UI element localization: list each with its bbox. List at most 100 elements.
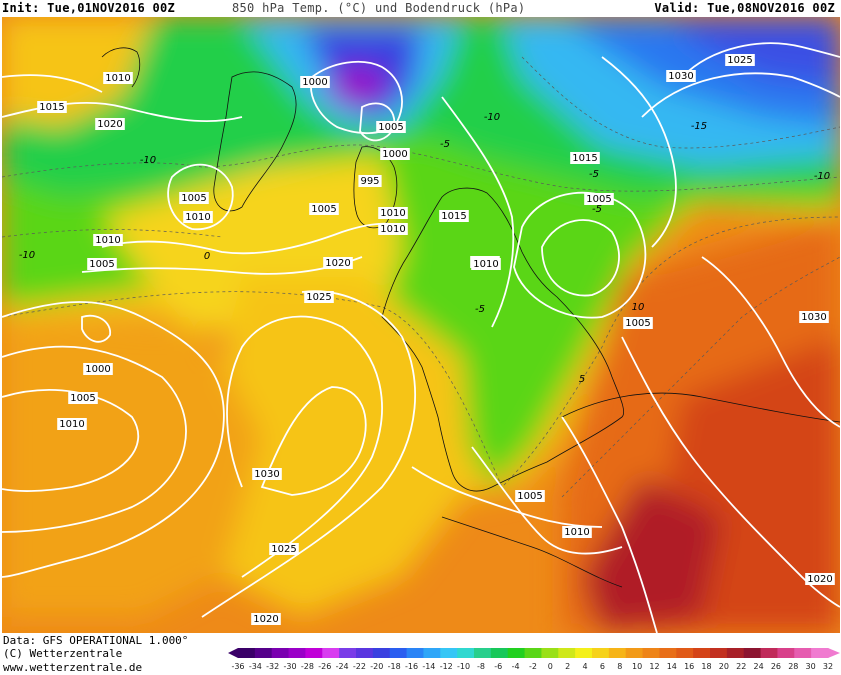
scale-tick-label: -18: [388, 662, 401, 671]
scale-tick-label: -22: [353, 662, 366, 671]
scale-color-step: [710, 648, 728, 658]
pressure-label: 1025: [725, 54, 755, 66]
svg-text:1010: 1010: [105, 73, 130, 84]
svg-text:1005: 1005: [70, 393, 95, 404]
scale-color-step: [760, 648, 778, 658]
isotherm-label: -10: [814, 171, 830, 182]
scale-color-step: [238, 648, 256, 658]
pressure-label: 1000: [300, 76, 330, 88]
scale-tick-label: 24: [753, 662, 763, 671]
pressure-label: 1030: [666, 70, 696, 82]
svg-text:1010: 1010: [380, 208, 405, 219]
svg-text:1010: 1010: [564, 527, 589, 538]
scale-color-step: [726, 648, 745, 658]
pressure-label: 1005: [68, 392, 98, 404]
scale-tick-label: -16: [405, 662, 418, 671]
svg-text:1015: 1015: [572, 153, 597, 164]
scale-tick-label: -12: [440, 662, 453, 671]
scale-arrow-right: [828, 648, 840, 658]
scale-tick-label: 6: [600, 662, 605, 671]
svg-text:1005: 1005: [181, 193, 206, 204]
svg-text:995: 995: [360, 176, 379, 187]
isotherm-label: 5: [579, 374, 585, 385]
scale-tick-label: 20: [719, 662, 729, 671]
scale-color-step: [676, 648, 694, 658]
scale-tick-label: 18: [701, 662, 711, 671]
scale-color-step: [271, 648, 290, 658]
isotherm-label: -10: [19, 250, 35, 261]
scale-color-step: [356, 648, 374, 658]
pressure-label-group: 1010 1015 1020 1005 1010 1010 1005 1000 1005 1010…: [37, 54, 835, 625]
pressure-label: 1005: [309, 203, 339, 215]
scale-tick-label: -24: [336, 662, 349, 671]
scale-color-step: [288, 648, 306, 658]
pressure-label: 1010: [378, 207, 408, 219]
scale-color-step: [659, 648, 677, 658]
scale-tick-label: -36: [231, 662, 244, 671]
scale-color-step: [811, 648, 829, 658]
scale-color-step: [642, 648, 660, 658]
scale-tick-label: 14: [667, 662, 677, 671]
scale-color-step: [575, 648, 593, 658]
pressure-label: 1000: [380, 148, 410, 160]
website-link[interactable]: www.wetterzentrale.de: [3, 661, 143, 674]
scale-tick-label: -6: [494, 662, 502, 671]
scale-color-step: [339, 648, 357, 658]
pressure-label: 1020: [95, 118, 125, 130]
svg-text:1000: 1000: [85, 364, 110, 375]
scale-tick-label: 16: [684, 662, 694, 671]
scale-color-step: [490, 648, 509, 658]
svg-text:1005: 1005: [517, 491, 542, 502]
scale-color-step: [592, 648, 610, 658]
scale-tick-label: -20: [370, 662, 383, 671]
svg-text:1030: 1030: [254, 469, 279, 480]
svg-text:1020: 1020: [253, 614, 278, 625]
pressure-label: 1005: [623, 317, 653, 329]
isotherm-label: -5: [475, 304, 485, 315]
isotherm-label: -10: [140, 155, 156, 166]
pressure-label: 1010: [471, 258, 501, 270]
svg-text:1005: 1005: [625, 318, 650, 329]
pressure-label: 1010: [183, 211, 213, 223]
svg-text:1015: 1015: [441, 211, 466, 222]
svg-text:1010: 1010: [380, 224, 405, 235]
temperature-label-group: -10 -15 -10 -5 -10 -5 -10 0 -5 -5 10 5: [19, 112, 830, 385]
scale-tick-label: -10: [457, 662, 470, 671]
scale-tick-label: 0: [548, 662, 553, 671]
scale-color-step: [372, 648, 391, 658]
map-header: Init: Tue,01NOV2016 00Z 850 hPa Temp. (°…: [0, 0, 841, 17]
isotherm-label: 0: [204, 251, 210, 262]
init-time: Init: Tue,01NOV2016 00Z: [2, 1, 176, 15]
svg-text:1010: 1010: [185, 212, 210, 223]
scale-tick-label: -34: [249, 662, 262, 671]
scale-tick-label: 4: [583, 662, 588, 671]
svg-text:1010: 1010: [59, 419, 84, 430]
scale-color-step: [423, 648, 441, 658]
scale-arrow-left: [228, 648, 238, 658]
valid-time: Valid: Tue,08NOV2016 00Z: [654, 1, 835, 15]
scale-color-step: [440, 648, 458, 658]
pressure-label: 1030: [252, 468, 282, 480]
pressure-label: 1005: [584, 193, 614, 205]
scale-color-step: [507, 648, 526, 658]
pressure-label: 1020: [323, 257, 353, 269]
svg-text:1005: 1005: [586, 194, 611, 205]
pressure-label: 1000: [83, 363, 113, 375]
svg-text:1000: 1000: [382, 149, 407, 160]
scale-color-step: [254, 648, 273, 658]
svg-text:1020: 1020: [325, 258, 350, 269]
pressure-label: 1010: [378, 223, 408, 235]
scale-color-step: [693, 648, 711, 658]
scale-color-step: [608, 648, 627, 658]
scale-tick-label: 12: [649, 662, 659, 671]
scale-tick-label: 32: [823, 662, 833, 671]
svg-text:1030: 1030: [668, 71, 693, 82]
svg-text:1005: 1005: [89, 259, 114, 270]
scale-color-step: [305, 648, 323, 658]
svg-text:1010: 1010: [473, 259, 498, 270]
scale-color-step: [406, 648, 424, 658]
scale-tick-label: -2: [529, 662, 537, 671]
svg-text:1005: 1005: [378, 122, 403, 133]
scale-color-step: [794, 648, 812, 658]
scale-tick-label: -4: [512, 662, 520, 671]
